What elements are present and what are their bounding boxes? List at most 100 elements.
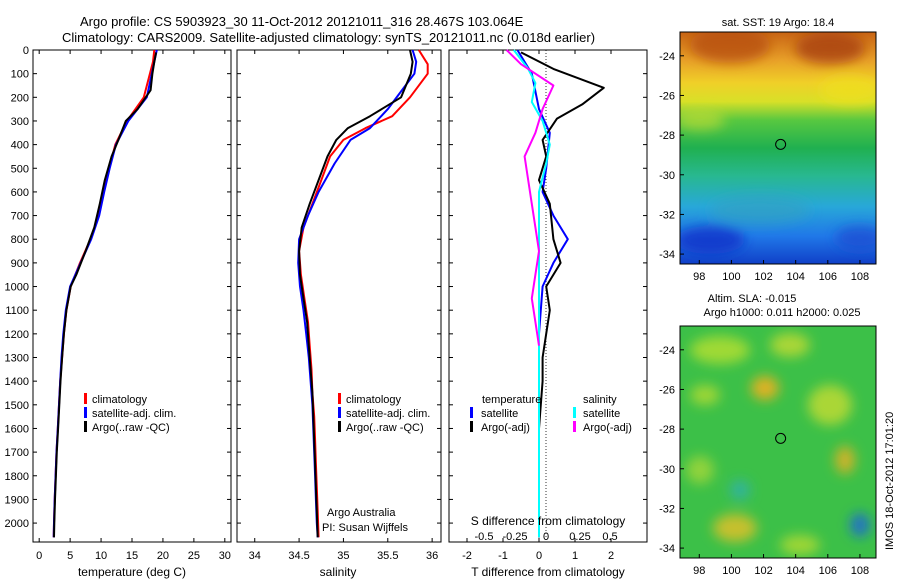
y-tick-label: 1500 [5,400,29,412]
legend-header-salinity: salinity [583,394,617,406]
header-line-1: Argo profile: CS 5903923_30 11-Oct-2012 … [80,14,524,29]
salinity-y-ticks [237,49,441,524]
y-tick-label: 300 [11,116,29,128]
temperature-x-axis: 0 5 10 15 20 25 30 [36,50,231,562]
map-y-tick-label: -28 [659,130,675,142]
map-y-tick-label: -24 [659,345,675,357]
sla-map-panel: Altim. SLA: -0.015 Argo h1000: 0.011 h20… [659,293,896,577]
salinity-panel: 34 34.5 35 35.5 36 salinity climatology sate… [236,49,442,579]
series-line-argo-raw-qc- [53,52,158,538]
y-tick-label: 800 [11,234,29,246]
salinity-xlabel: salinity [320,565,357,579]
difference-legend: temperature salinity satellite Argo(-adj… [470,394,632,434]
difference-y-ticks [449,49,647,524]
legend-swatch-climatology [84,393,87,404]
map-y-tick-label: -30 [659,464,675,476]
map-x-tick-label: 100 [722,271,740,283]
series-line-climatology [298,49,429,538]
legend-label-climatology: climatology [346,394,402,406]
map-y-tick-label: -26 [659,90,675,102]
x-tick-label: 36 [426,550,438,562]
temperature-panel: 0100200300400500600700800900100011001200… [5,45,232,579]
annotation-pi: PI: Susan Wijffels [322,522,408,534]
legend-swatch-climatology [338,393,341,404]
legend-label-argo: Argo(..raw -QC) [346,422,424,434]
map-x-tick-label: 104 [786,271,804,283]
legend-swatch-s-satellite [573,407,576,418]
sla-map-title: Altim. SLA: -0.015 [708,293,797,305]
difference-panel: -2 -1 0 1 2 T difference from climatology S … [448,49,648,579]
difference-x-axis: -2 -1 0 1 2 [462,50,614,562]
legend-label-argo: Argo(..raw -QC) [92,422,170,434]
x-tick-label: 15 [126,550,138,562]
legend-swatch-satellite [338,407,341,418]
s-tick-label: 0 [543,531,549,543]
legend-label-s-satellite: satellite [583,408,620,420]
legend-swatch-argo [338,421,341,432]
map-x-tick-label: 108 [851,565,869,577]
temperature-axes-frame [32,49,232,543]
x-tick-label: 2 [608,550,614,562]
series-line-salinity-argo-adj- [505,49,555,346]
difference-series [505,49,605,538]
sst-map-frame [679,31,877,265]
series-line-argo-raw-qc- [298,49,414,538]
x-tick-label: -2 [462,550,472,562]
x-tick-label: 35.5 [377,550,398,562]
sst-map-axes: 98 100 102 104 106 108 -24 -26 -28 -30 -32 -34 [659,51,869,283]
s-tick-label: -0.5 [475,531,494,543]
legend-swatch-t-satellite [470,407,473,418]
legend-label-climatology: climatology [92,394,148,406]
sst-map-title: sat. SST: 19 Argo: 18.4 [722,17,835,29]
y-tick-label: 1100 [5,305,29,317]
x-tick-label: 0 [536,550,542,562]
x-tick-label: 34.5 [288,550,309,562]
map-y-tick-label: -24 [659,51,675,63]
temperature-xlabel: temperature (deg C) [78,565,186,579]
legend-label-satellite: satellite-adj. clim. [346,408,430,420]
map-x-tick-label: 98 [693,565,705,577]
y-tick-label: 900 [11,258,29,270]
salinity-series [297,49,429,538]
map-y-tick-label: -34 [659,249,675,261]
y-tick-label: 1200 [5,329,29,341]
annotation-argo-australia: Argo Australia [327,507,396,519]
legend-swatch-argo [84,421,87,432]
map-y-tick-label: -32 [659,503,675,515]
sla-heatmap [680,326,876,558]
y-tick-label: 600 [11,187,29,199]
y-tick-label: 700 [11,211,29,223]
difference-top-ticklabels: -0.5 -0.25 0 0.25 0.5 [475,531,618,543]
y-tick-label: 2000 [5,518,29,530]
legend-swatch-s-argo [573,421,576,432]
argo-location-marker [775,138,787,150]
y-tick-label: 500 [11,163,29,175]
temperature-legend: climatology satellite-adj. clim. Argo(..… [84,393,176,434]
sst-map-panel: sat. SST: 19 Argo: 18.4 98 100 102 104 106 10… [659,17,877,283]
map-y-tick-label: -32 [659,209,675,221]
sla-map-axes: 98 100 102 104 106 108 -24 -26 -28 -30 -32 -34 [659,345,869,577]
y-tick-label: 1900 [5,494,29,506]
sla-map-subtitle: Argo h1000: 0.011 h2000: 0.025 [704,307,861,319]
series-line-temperature-argo-adj- [520,51,605,538]
x-tick-label: 5 [67,550,73,562]
legend-swatch-t-argo [470,421,473,432]
map-y-tick-label: -34 [659,543,675,555]
map-y-tick-label: -26 [659,384,675,396]
x-tick-label: 35 [337,550,349,562]
x-tick-label: 0 [36,550,42,562]
difference-xlabel-top: S difference from climatology [471,514,626,528]
legend-label-t-argo: Argo(-adj) [481,422,530,434]
map-x-tick-label: 108 [851,271,869,283]
legend-label-t-satellite: satellite [481,408,518,420]
map-x-tick-label: 104 [786,565,804,577]
legend-header-temperature: temperature [482,394,541,406]
x-tick-label: 25 [188,550,200,562]
imos-timestamp: IMOS 18-Oct-2012 17:01:20 [884,412,896,550]
difference-axes-frame [448,49,648,543]
map-y-tick-label: -30 [659,170,675,182]
x-tick-label: -1 [498,550,508,562]
map-x-tick-label: 106 [819,565,837,577]
x-tick-label: 34 [249,550,261,562]
legend-label-s-argo: Argo(-adj) [583,422,632,434]
